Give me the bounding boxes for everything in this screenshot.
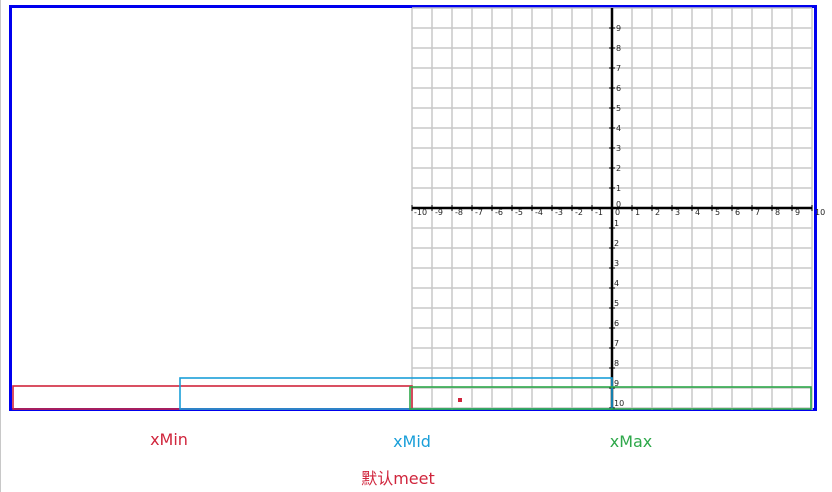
default-meet-label: 默认meet (361, 469, 435, 488)
left-divider (0, 0, 1, 492)
y-tick-label: 8 (616, 44, 621, 53)
y-tick-label: 3 (616, 144, 621, 153)
x-tick-label: 2 (655, 208, 660, 217)
xmax-label: xMax (609, 432, 653, 451)
x-tick-label: -8 (455, 208, 463, 217)
x-tick-label: -3 (555, 208, 563, 217)
x-tick-label: -2 (575, 208, 583, 217)
marker-dot (458, 398, 462, 402)
xmin-box (12, 385, 413, 410)
x-tick-labels: -10 -9 -8 -7 -6 -5 -4 -3 -2 -1 0 1 2 3 4 5 6 7 8 9 10 (414, 208, 825, 217)
x-tick-label: 0 (615, 208, 620, 217)
axis-lines (411, 8, 813, 410)
x-tick-label: 10 (815, 208, 825, 217)
xmax-box (409, 386, 812, 410)
x-tick-label: -6 (495, 208, 503, 217)
y-tick-label: 6 (616, 84, 621, 93)
x-tick-label: -9 (435, 208, 443, 217)
x-tick-label: 7 (755, 208, 760, 217)
x-tick-label: 5 (715, 208, 720, 217)
xmid-label: xMid (393, 432, 431, 451)
xmin-label: xMin (150, 430, 188, 449)
y-tick-label: 4 (614, 279, 619, 288)
y-tick-label: 2 (614, 239, 619, 248)
y-tick-label: 10 (614, 399, 624, 408)
coordinate-grid: -10 -9 -8 -7 -6 -5 -4 -3 -2 -1 0 1 2 3 4 5 6 7 8 9 10 987654… (12, 7, 825, 410)
y-tick-label: 6 (614, 319, 619, 328)
x-tick-label: -10 (414, 208, 427, 217)
x-tick-label: 8 (775, 208, 780, 217)
x-tick-label: 6 (735, 208, 740, 217)
y-tick-label-zero: 0 (616, 200, 621, 209)
x-tick-label: -5 (515, 208, 523, 217)
y-tick-label: 3 (614, 259, 619, 268)
x-tick-label: 4 (695, 208, 700, 217)
y-tick-label: 7 (616, 64, 621, 73)
x-tick-label: 1 (635, 208, 640, 217)
y-tick-label: 7 (614, 339, 619, 348)
xmid-box (179, 377, 613, 410)
x-tick-label: 3 (675, 208, 680, 217)
x-tick-label: -4 (535, 208, 543, 217)
y-tick-label: 5 (614, 299, 619, 308)
y-tick-label: 4 (616, 124, 621, 133)
y-tick-label: 9 (616, 24, 621, 33)
y-tick-label: 5 (616, 104, 621, 113)
y-tick-label: 1 (614, 219, 619, 228)
y-tick-label: 1 (616, 184, 621, 193)
x-tick-label: 9 (795, 208, 800, 217)
y-tick-label: 8 (614, 359, 619, 368)
x-tick-label: -1 (595, 208, 603, 217)
y-tick-label: 2 (616, 164, 621, 173)
x-tick-label: -7 (475, 208, 483, 217)
y-tick-label: 9 (614, 379, 619, 388)
